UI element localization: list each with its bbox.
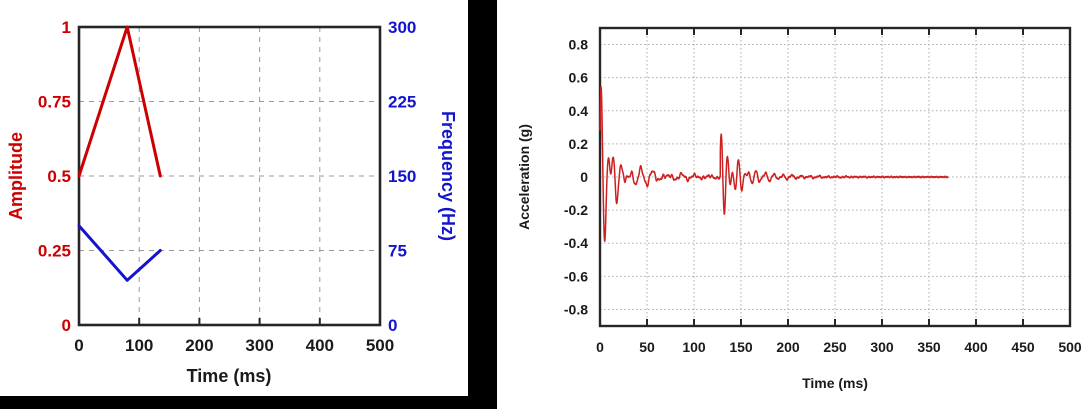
- y-tick-label: -0.6: [564, 268, 588, 284]
- x-tick-label: 350: [917, 339, 941, 355]
- y-tick-label: 0.4: [569, 103, 589, 119]
- x-tick-label: 100: [682, 339, 706, 355]
- left-chart-panel: 1 0.75 0.5 0.25 0 300 225 150 75 0 0 100…: [0, 0, 468, 396]
- y-tick-label: -0.4: [564, 235, 588, 251]
- y-tick-label: -0.2: [564, 202, 588, 218]
- x-tick-label: 500: [1058, 339, 1082, 355]
- x-tick-label: 500: [366, 336, 394, 355]
- y-tick-label: 0.6: [569, 70, 589, 86]
- acceleration-axis-title: Acceleration (g): [516, 124, 532, 230]
- y-tick-label: 0.2: [569, 136, 589, 152]
- left-x-tickmarks: [138, 318, 321, 325]
- amplitude-tick-label: 0: [62, 316, 71, 335]
- y-tick-label: -0.8: [564, 301, 588, 317]
- right-x-tick-labels: 0 50 100 150 200 250 300 350 400 450 500: [596, 339, 1082, 355]
- panel-divider: [468, 0, 497, 409]
- frequency-tick-labels: 300 225 150 75 0: [388, 18, 416, 335]
- x-tick-label: 300: [870, 339, 894, 355]
- right-plot-background: [497, 0, 1086, 409]
- frequency-axis-title: Frequency (Hz): [438, 111, 458, 241]
- right-chart-panel: -0.8 -0.6 -0.4 -0.2 0 0.2 0.4 0.6 0.8 0 50 100 150 2…: [497, 0, 1086, 409]
- right-x-tickmarks: [646, 28, 1024, 326]
- x-tick-label: 150: [729, 339, 753, 355]
- frequency-tick-label: 225: [388, 93, 416, 112]
- left-plot-background: [0, 0, 468, 396]
- x-tick-label: 0: [596, 339, 604, 355]
- left-chart-svg: 1 0.75 0.5 0.25 0 300 225 150 75 0 0 100…: [0, 0, 468, 396]
- amplitude-tick-label: 0.25: [38, 242, 71, 261]
- left-x-axis-title: Time (ms): [187, 366, 272, 386]
- x-tick-label: 0: [74, 336, 83, 355]
- x-tick-label: 200: [185, 336, 213, 355]
- amplitude-tick-label: 0.5: [47, 167, 71, 186]
- y-tick-label: 0.8: [569, 37, 589, 53]
- amplitude-tick-labels: 1 0.75 0.5 0.25 0: [38, 18, 71, 335]
- right-chart-svg: -0.8 -0.6 -0.4 -0.2 0 0.2 0.4 0.6 0.8 0 50 100 150 2…: [497, 0, 1086, 409]
- acceleration-series-line: [599, 86, 949, 242]
- left-horizontal-gridlines: [79, 101, 380, 251]
- y-tick-label: 0: [580, 169, 588, 185]
- amplitude-tick-label: 0.75: [38, 93, 71, 112]
- right-x-axis-title: Time (ms): [802, 375, 868, 391]
- x-tick-label: 400: [964, 339, 988, 355]
- frequency-tick-label: 75: [388, 242, 407, 261]
- x-tick-label: 200: [776, 339, 800, 355]
- left-x-tick-labels: 0 100 200 300 400 500: [74, 336, 394, 355]
- frequency-series-line: [77, 224, 162, 282]
- x-tick-label: 300: [245, 336, 273, 355]
- x-tick-label: 100: [125, 336, 153, 355]
- amplitude-tick-label: 1: [62, 18, 71, 37]
- amplitude-axis-title: Amplitude: [6, 132, 26, 220]
- frequency-tick-label: 150: [388, 167, 416, 186]
- frequency-tick-label: 0: [388, 316, 397, 335]
- x-tick-label: 400: [306, 336, 334, 355]
- acceleration-tick-labels: -0.8 -0.6 -0.4 -0.2 0 0.2 0.4 0.6 0.8: [564, 37, 588, 318]
- x-tick-label: 250: [823, 339, 847, 355]
- amplitude-series-line: [77, 25, 162, 178]
- x-tick-label: 450: [1011, 339, 1035, 355]
- x-tick-label: 50: [639, 339, 655, 355]
- frequency-tick-label: 300: [388, 18, 416, 37]
